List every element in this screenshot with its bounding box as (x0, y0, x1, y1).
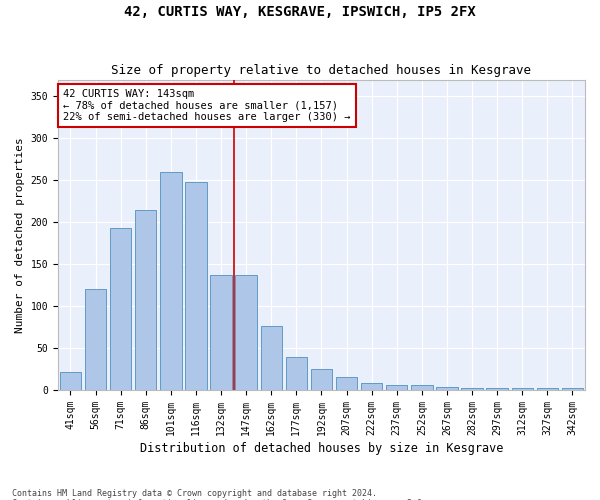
Bar (512, 388, 533, 390)
Bar (361, 384, 382, 390)
Bar (185, 182, 206, 390)
Bar (386, 385, 407, 390)
Bar (562, 388, 583, 390)
Bar (436, 386, 458, 390)
Bar (211, 275, 232, 390)
Bar (336, 378, 357, 390)
Bar (110, 228, 131, 390)
Text: 42, CURTIS WAY, KESGRAVE, IPSWICH, IP5 2FX: 42, CURTIS WAY, KESGRAVE, IPSWICH, IP5 2… (124, 5, 476, 19)
Bar (461, 388, 483, 390)
Bar (487, 388, 508, 390)
Bar (160, 172, 182, 390)
Bar (85, 290, 106, 390)
X-axis label: Distribution of detached houses by size in Kesgrave: Distribution of detached houses by size … (140, 442, 503, 455)
Bar (286, 356, 307, 390)
Bar (60, 372, 81, 390)
Text: 42 CURTIS WAY: 143sqm
← 78% of detached houses are smaller (1,157)
22% of semi-d: 42 CURTIS WAY: 143sqm ← 78% of detached … (63, 89, 350, 122)
Title: Size of property relative to detached houses in Kesgrave: Size of property relative to detached ho… (112, 64, 532, 77)
Bar (260, 326, 282, 390)
Text: Contains HM Land Registry data © Crown copyright and database right 2024.: Contains HM Land Registry data © Crown c… (12, 488, 377, 498)
Bar (411, 385, 433, 390)
Y-axis label: Number of detached properties: Number of detached properties (15, 137, 25, 332)
Bar (311, 369, 332, 390)
Bar (135, 210, 157, 390)
Text: Contains public sector information licensed under the Open Government Licence v3: Contains public sector information licen… (12, 498, 427, 500)
Bar (536, 388, 558, 390)
Bar (235, 275, 257, 390)
